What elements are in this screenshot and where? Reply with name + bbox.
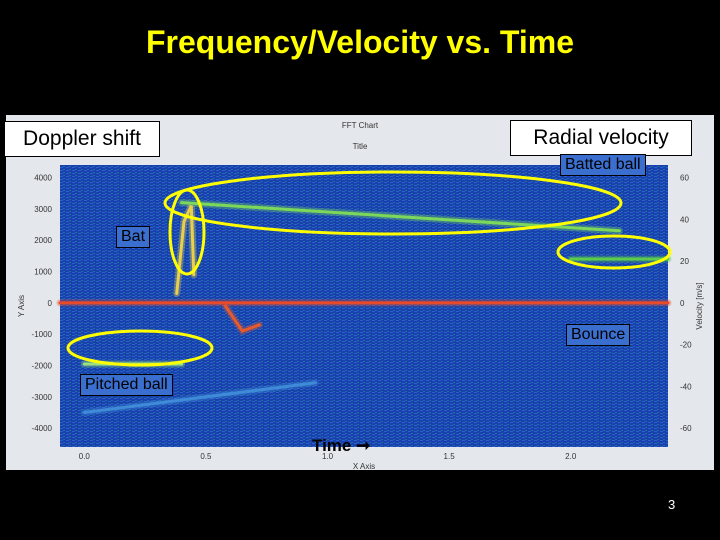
pitched-ball-ellipse — [66, 329, 214, 367]
bounce-text: Bounce — [571, 326, 626, 343]
page-number: 3 — [668, 497, 676, 512]
x-tick-label: 2.0 — [565, 452, 577, 461]
batted-ball-ellipse — [163, 170, 623, 236]
y-tick-label: 3000 — [34, 205, 52, 214]
arrow-right-icon: ➞ — [356, 436, 371, 455]
bounce-label: Bounce — [566, 324, 631, 346]
chart-title: FFT Chart — [342, 121, 379, 130]
y-tick-label: 4000 — [34, 174, 52, 183]
bat-text: Bat — [121, 228, 146, 245]
y-tick-label: -1000 — [32, 330, 53, 339]
time-text: Time — [312, 436, 352, 455]
slide-title: Frequency/Velocity vs. Time — [145, 24, 575, 60]
y2-tick-label: 60 — [680, 174, 689, 183]
y-tick-label: -3000 — [32, 393, 53, 402]
time-axis-label: Time ➞ — [312, 436, 370, 456]
x-tick-label: 1.0 — [322, 452, 334, 461]
radial-velocity-text: Radial velocity — [533, 126, 669, 149]
x-tick-label: 1.5 — [444, 452, 456, 461]
x-tick-label: 0.5 — [200, 452, 212, 461]
y2-tick-label: 20 — [680, 257, 689, 266]
doppler-shift-text: Doppler shift — [23, 127, 141, 150]
y2-tick-label: -60 — [680, 424, 692, 433]
batted-ball-rebound-ellipse — [556, 234, 672, 270]
pitched-ball-label: Pitched ball — [80, 374, 173, 396]
series-bat-2 — [175, 205, 196, 295]
bat-label: Bat — [116, 226, 151, 248]
y-tick-label: 0 — [48, 299, 53, 308]
y-tick-label: 1000 — [34, 268, 52, 277]
plot-area — [60, 165, 668, 447]
y2-tick-label: -20 — [680, 341, 692, 350]
y2-axis-label: Velocity [m/s] — [695, 282, 704, 329]
radial-velocity-label: Radial velocity — [510, 120, 692, 156]
y-tick-label: -4000 — [32, 424, 53, 433]
y2-tick-label: 0 — [680, 299, 685, 308]
series-pitched-ball-4 — [82, 381, 317, 414]
doppler-shift-label: Doppler shift — [4, 121, 160, 157]
y2-tick-label: 40 — [680, 215, 689, 224]
batted-ball-text: Batted ball — [565, 156, 641, 173]
bat-ellipse — [168, 188, 206, 276]
y-tick-label: -2000 — [32, 362, 53, 371]
batted-ball-label: Batted ball — [560, 154, 646, 176]
chart-subtitle: Title — [353, 142, 368, 151]
x-tick-label: 0.0 — [79, 452, 91, 461]
x-axis-label: X Axis — [353, 462, 375, 470]
y-tick-label: 2000 — [34, 236, 52, 245]
y-axis-label: Y Axis — [17, 295, 26, 317]
pitched-ball-text: Pitched ball — [85, 376, 168, 393]
y2-tick-label: -40 — [680, 382, 692, 391]
series-bounce-5 — [223, 304, 261, 333]
